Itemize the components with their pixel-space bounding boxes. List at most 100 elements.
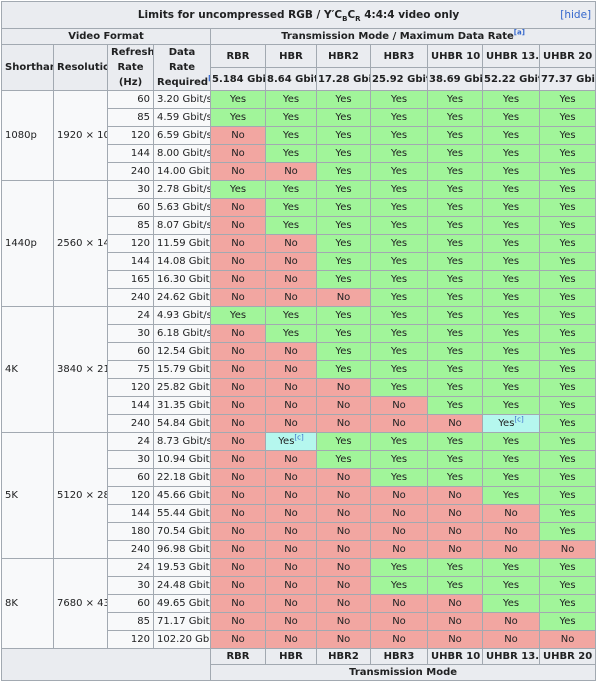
support-cell: No — [265, 630, 317, 649]
transmission-header: Transmission Mode / Maximum Data Rate[a] — [209, 28, 596, 45]
shorthand-cell: 1440p — [1, 180, 54, 307]
mode-name: HBR2 — [316, 648, 371, 665]
refresh-cell: 144 — [107, 144, 154, 163]
mode-rate: 8.64 Gbit/s — [265, 67, 317, 91]
data-rate-cell: 102.20 Gbit/s — [153, 630, 211, 649]
shorthand-header: Shorthand — [1, 44, 54, 91]
hide-link[interactable]: [hide] — [560, 9, 592, 21]
support-cell: No — [210, 288, 266, 307]
data-rate-cell: 54.84 Gbit/s — [153, 414, 211, 433]
support-cell: Yes — [370, 432, 428, 451]
data-rate-cell: 70.54 Gbit/s — [153, 522, 211, 541]
support-cell: No — [316, 414, 371, 433]
support-cell: Yes — [538, 90, 596, 109]
support-cell: Yes — [370, 126, 428, 145]
resolution-header: Resolution — [53, 44, 108, 91]
support-cell: Yes — [427, 216, 483, 235]
support-cell: Yes[c] — [482, 414, 540, 433]
group-header-row: Video Format Transmission Mode / Maximum … — [1, 28, 596, 45]
support-cell: Yes — [265, 324, 317, 343]
support-cell: Yes — [316, 198, 371, 217]
support-cell: Yes — [370, 216, 428, 235]
shorthand-cell: 8K — [1, 558, 54, 649]
support-cell: No — [370, 504, 428, 523]
support-cell: Yes — [316, 432, 371, 451]
data-rate-cell: 8.07 Gbit/s — [153, 216, 211, 235]
support-cell: Yes — [265, 198, 317, 217]
refresh-cell: 165 — [107, 270, 154, 289]
support-cell: No — [427, 630, 483, 649]
support-cell: Yes — [265, 126, 317, 145]
support-cell: Yes — [427, 558, 483, 577]
mode-rate: 52.22 Gbit/s — [482, 67, 540, 91]
support-cell: No — [210, 378, 266, 397]
support-cell: Yes — [427, 432, 483, 451]
footnote: [c] — [294, 433, 304, 442]
support-cell: Yes — [427, 360, 483, 379]
refresh-cell: 60 — [107, 90, 154, 109]
title-part: B — [342, 15, 348, 24]
support-cell: Yes — [265, 216, 317, 235]
support-cell: No — [427, 522, 483, 541]
mode-name: HBR3 — [370, 44, 428, 68]
support-cell: Yes — [538, 342, 596, 361]
refresh-cell: 30 — [107, 180, 154, 199]
mode-name: UHBR 20 — [538, 44, 596, 68]
support-cell: Yes — [265, 90, 317, 109]
support-cell: No — [210, 486, 266, 505]
data-rate-cell: 31.35 Gbit/s — [153, 396, 211, 415]
support-cell: Yes — [210, 90, 266, 109]
refresh-cell: 240 — [107, 288, 154, 307]
mode-name: RBR — [210, 44, 266, 68]
support-cell: No — [210, 432, 266, 451]
support-cell: Yes — [265, 306, 317, 325]
support-cell: Yes — [538, 180, 596, 199]
support-cell: No — [265, 396, 317, 415]
support-cell: No — [265, 234, 317, 253]
support-cell: Yes — [370, 450, 428, 469]
support-cell: No — [370, 414, 428, 433]
shorthand-cell: 5K — [1, 432, 54, 559]
support-cell: Yes — [427, 252, 483, 271]
support-cell: No — [316, 288, 371, 307]
support-cell: Yes — [427, 90, 483, 109]
support-cell: No — [265, 270, 317, 289]
support-cell: No — [427, 486, 483, 505]
support-cell: Yes — [316, 324, 371, 343]
support-cell: Yes — [482, 144, 540, 163]
support-cell: Yes — [316, 360, 371, 379]
shorthand-cell: 1080p — [1, 90, 54, 181]
refresh-cell: 180 — [107, 522, 154, 541]
support-cell: Yes — [370, 468, 428, 487]
title-part: C — [347, 9, 356, 21]
support-cell: No — [370, 396, 428, 415]
support-cell: Yes[c] — [265, 432, 317, 451]
support-cell: Yes — [370, 270, 428, 289]
support-cell: No — [316, 468, 371, 487]
support-cell: No — [210, 252, 266, 271]
support-cell: Yes — [482, 198, 540, 217]
header-text: Data Rate Required — [157, 47, 209, 88]
support-cell: Yes — [370, 252, 428, 271]
support-cell: Yes — [316, 216, 371, 235]
support-cell: No — [316, 504, 371, 523]
data-row: 30 6.18 Gbit/s No Yes Yes Yes Yes Yes Yes — [2, 324, 596, 343]
refresh-cell: 24 — [107, 558, 154, 577]
mode-rate: 77.37 Gbit/s — [538, 67, 596, 91]
data-rate-cell: 16.30 Gbit/s — [153, 270, 211, 289]
support-cell: Yes — [482, 234, 540, 253]
support-cell: Yes — [482, 126, 540, 145]
refresh-cell: 85 — [107, 108, 154, 127]
resolution-cell: 1920 × 1080 — [53, 90, 108, 181]
support-cell: Yes — [427, 324, 483, 343]
data-rate-cell: 24.48 Gbit/s — [153, 576, 211, 595]
support-cell: Yes — [538, 306, 596, 325]
support-cell: Yes — [538, 234, 596, 253]
support-cell: Yes — [538, 468, 596, 487]
